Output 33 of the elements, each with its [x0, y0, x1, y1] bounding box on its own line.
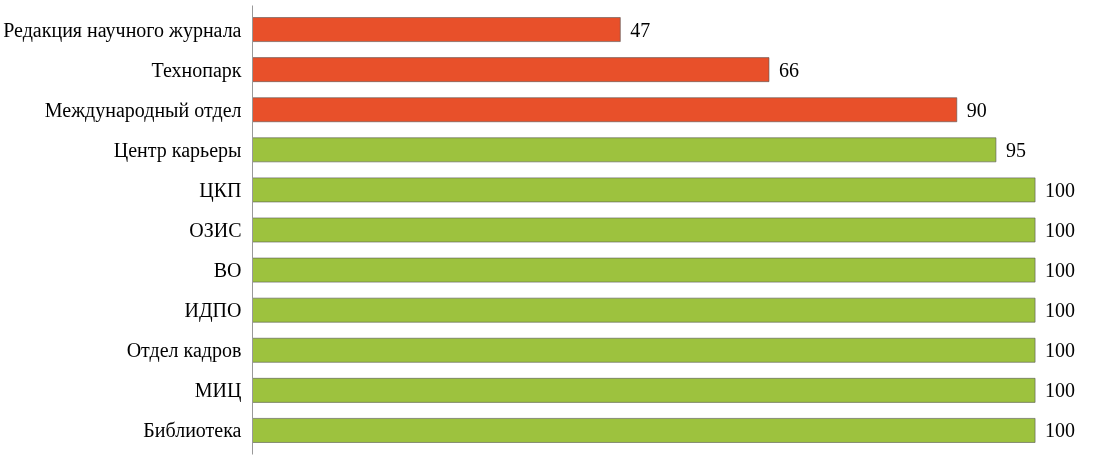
bar	[252, 257, 1036, 283]
bar	[252, 378, 1036, 403]
y-tick-label: Библиотека	[143, 419, 242, 442]
y-tick-label: ЦКП	[199, 178, 242, 202]
bar	[252, 137, 997, 163]
bar	[252, 418, 1036, 443]
y-tick-label: МИЦ	[194, 379, 242, 403]
data-label: 100	[1045, 339, 1076, 362]
data-label: 90	[966, 98, 987, 121]
y-tick-label: Отдел кадров	[126, 339, 242, 363]
bar	[252, 337, 1036, 363]
data-label: 100	[1045, 419, 1076, 442]
y-tick-label: ИДПО	[184, 299, 242, 323]
bar	[252, 297, 1036, 323]
data-label: 100	[1045, 259, 1076, 282]
y-tick-label: ВО	[213, 259, 242, 282]
data-label: 100	[1045, 299, 1076, 322]
data-label: 95	[1005, 138, 1026, 161]
data-label: 100	[1045, 219, 1076, 241]
y-tick-label: Международный отдел	[44, 98, 242, 122]
bar	[252, 17, 621, 42]
y-tick-label: Технопарк	[151, 58, 242, 82]
data-label: 100	[1045, 178, 1076, 201]
data-label: 66	[779, 58, 799, 81]
y-tick-label: ОЗИС	[189, 219, 242, 241]
data-label: 100	[1045, 379, 1076, 402]
data-label: 47	[630, 18, 651, 41]
bar	[252, 57, 770, 82]
y-tick-label: Редакция научного журнала	[3, 18, 242, 42]
bar	[252, 97, 958, 123]
bar	[252, 217, 1036, 243]
bar	[252, 177, 1036, 203]
y-tick-label: Центр карьеры	[113, 138, 242, 162]
